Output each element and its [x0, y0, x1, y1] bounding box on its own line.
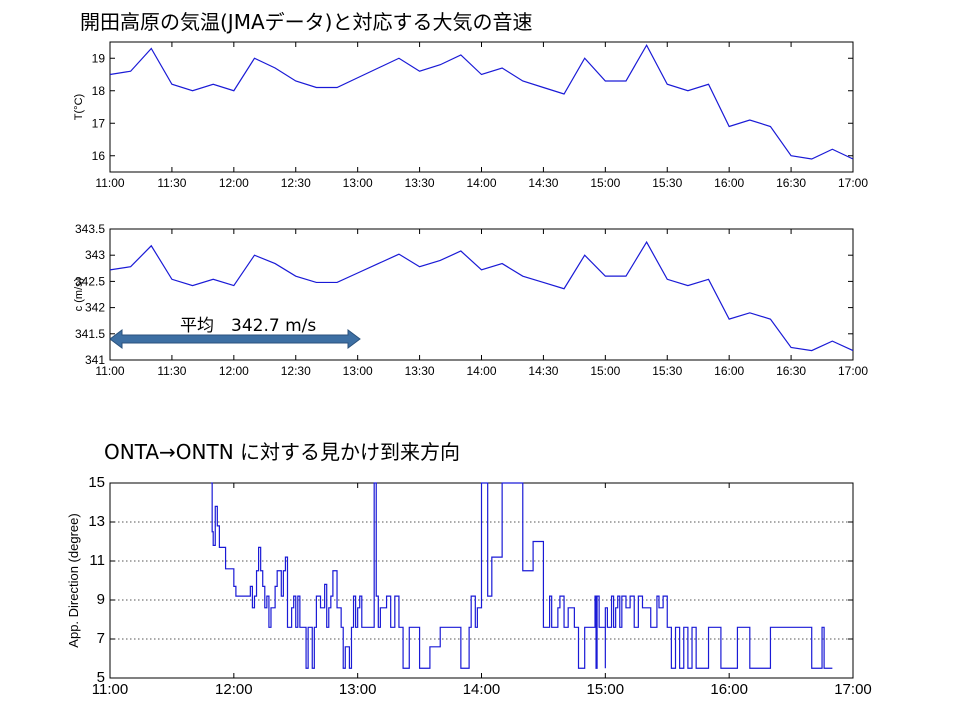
speed-ytick-label: 342.5 — [75, 274, 105, 288]
temp-plot-frame — [109, 41, 854, 173]
average-arrow-shape — [109, 329, 361, 349]
temp-xtick-label: 14:30 — [528, 176, 558, 190]
temp-xtick-label: 12:00 — [219, 176, 249, 190]
dir-ytick-label: 5 — [97, 669, 105, 686]
temp-xtick-label: 14:00 — [466, 176, 496, 190]
speed-xtick-label: 11:30 — [157, 364, 186, 378]
temp-ytick-label: 17 — [92, 116, 106, 130]
speed-ytick-label: 341 — [85, 353, 105, 367]
temp-xtick-label: 13:00 — [343, 176, 373, 190]
temp-xtick-label: 15:30 — [652, 176, 682, 190]
speed-ytick-label: 343 — [85, 248, 105, 262]
chart-title-direction: ONTA→ONTN に対する見かけ到来方向 — [104, 440, 461, 464]
temp-xtick-label: 13:30 — [405, 176, 435, 190]
temp-xtick-label: 17:00 — [838, 176, 868, 190]
temp-xtick-label: 11:30 — [157, 176, 186, 190]
dir-ytick-label: 7 — [97, 630, 105, 647]
speed-xtick-label: 15:30 — [652, 364, 682, 378]
speed-xtick-label: 12:30 — [281, 364, 311, 378]
average-arrow — [109, 329, 361, 349]
dir-xtick-label: 11:00 — [92, 681, 128, 698]
average-annotation: 平均 342.7 m/s — [180, 316, 316, 336]
speed-xtick-label: 13:30 — [405, 364, 435, 378]
temp-xtick-label: 16:00 — [714, 176, 744, 190]
dir-ytick-label: 15 — [88, 474, 105, 491]
dir-ylabel: App. Direction (degree) — [66, 513, 81, 647]
speed-series-line — [109, 240, 854, 352]
temp-series-line — [109, 44, 854, 160]
dir-xtick-label: 13:00 — [339, 681, 377, 698]
speed-ytick-label: 342 — [85, 301, 105, 315]
dir-xtick-label: 14:00 — [463, 681, 501, 698]
speed-xtick-label: 16:30 — [776, 364, 806, 378]
speed-ytick-label: 341.5 — [75, 327, 105, 341]
temp-xtick-label: 16:30 — [776, 176, 806, 190]
dir-xtick-label: 16:00 — [710, 681, 748, 698]
speed-xtick-label: 13:00 — [343, 364, 373, 378]
temp-ytick-label: 16 — [92, 149, 106, 163]
temp-xtick-label: 12:30 — [281, 176, 311, 190]
speed-ytick-label: 343.5 — [75, 222, 105, 236]
dir-ytick-label: 13 — [88, 513, 105, 530]
speed-ylabel: c (m/s) — [73, 278, 85, 312]
speed-xtick-label: 12:00 — [219, 364, 249, 378]
temp-xtick-label: 15:00 — [590, 176, 620, 190]
dir-ytick-label: 9 — [97, 591, 105, 608]
speed-xtick-label: 14:00 — [466, 364, 496, 378]
dir-ytick-label: 11 — [89, 552, 105, 569]
dir-series-line — [211, 482, 833, 669]
temp-ytick-label: 19 — [92, 51, 106, 65]
speed-xtick-label: 17:00 — [838, 364, 868, 378]
speed-xtick-label: 11:00 — [95, 364, 124, 378]
temp-ylabel: T(°C) — [73, 94, 85, 120]
speed-xtick-label: 16:00 — [714, 364, 744, 378]
temp-ytick-label: 18 — [92, 84, 106, 98]
chart-title-temperature: 開田高原の気温(JMAデータ)と対応する大気の音速 — [80, 10, 533, 34]
dir-xtick-label: 12:00 — [215, 681, 253, 698]
dir-xtick-label: 15:00 — [587, 681, 625, 698]
speed-xtick-label: 15:00 — [590, 364, 620, 378]
dir-xtick-label: 17:00 — [834, 681, 872, 698]
speed-xtick-label: 14:30 — [528, 364, 558, 378]
temp-xtick-label: 11:00 — [95, 176, 124, 190]
